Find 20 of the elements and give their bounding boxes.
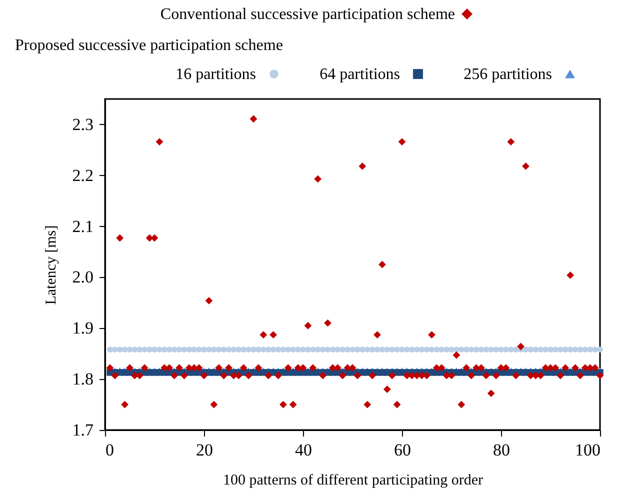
y-tick-label: 2.0 (72, 268, 94, 287)
legend-label: 16 partitions (176, 66, 256, 83)
x-tick-label: 20 (196, 440, 213, 460)
x-tick-label: 40 (295, 440, 312, 460)
y-tick-label: 1.7 (72, 420, 94, 440)
y-tick-label: 2.3 (72, 114, 94, 134)
legend-label: Conventional successive participation scheme (160, 6, 455, 23)
x-tick-label: 100 (575, 440, 600, 460)
x-tick-label: 60 (394, 440, 411, 460)
y-tick-label: 2.2 (72, 166, 94, 185)
legend-title: Proposed successive participation scheme (15, 37, 283, 54)
x-tick-label: 80 (493, 440, 510, 460)
x-axis-title: 100 patterns of different participating order (222, 472, 484, 488)
y-tick-label: 1.8 (72, 370, 94, 389)
y-tick-label: 1.9 (72, 318, 94, 338)
y-tick-label: 2.1 (72, 216, 94, 236)
legend-label: 64 partitions (320, 66, 400, 83)
legend-label: 256 partitions (464, 66, 552, 83)
x-tick-label: 0 (106, 440, 114, 460)
y-axis-title: Latency [ms] (43, 225, 60, 305)
